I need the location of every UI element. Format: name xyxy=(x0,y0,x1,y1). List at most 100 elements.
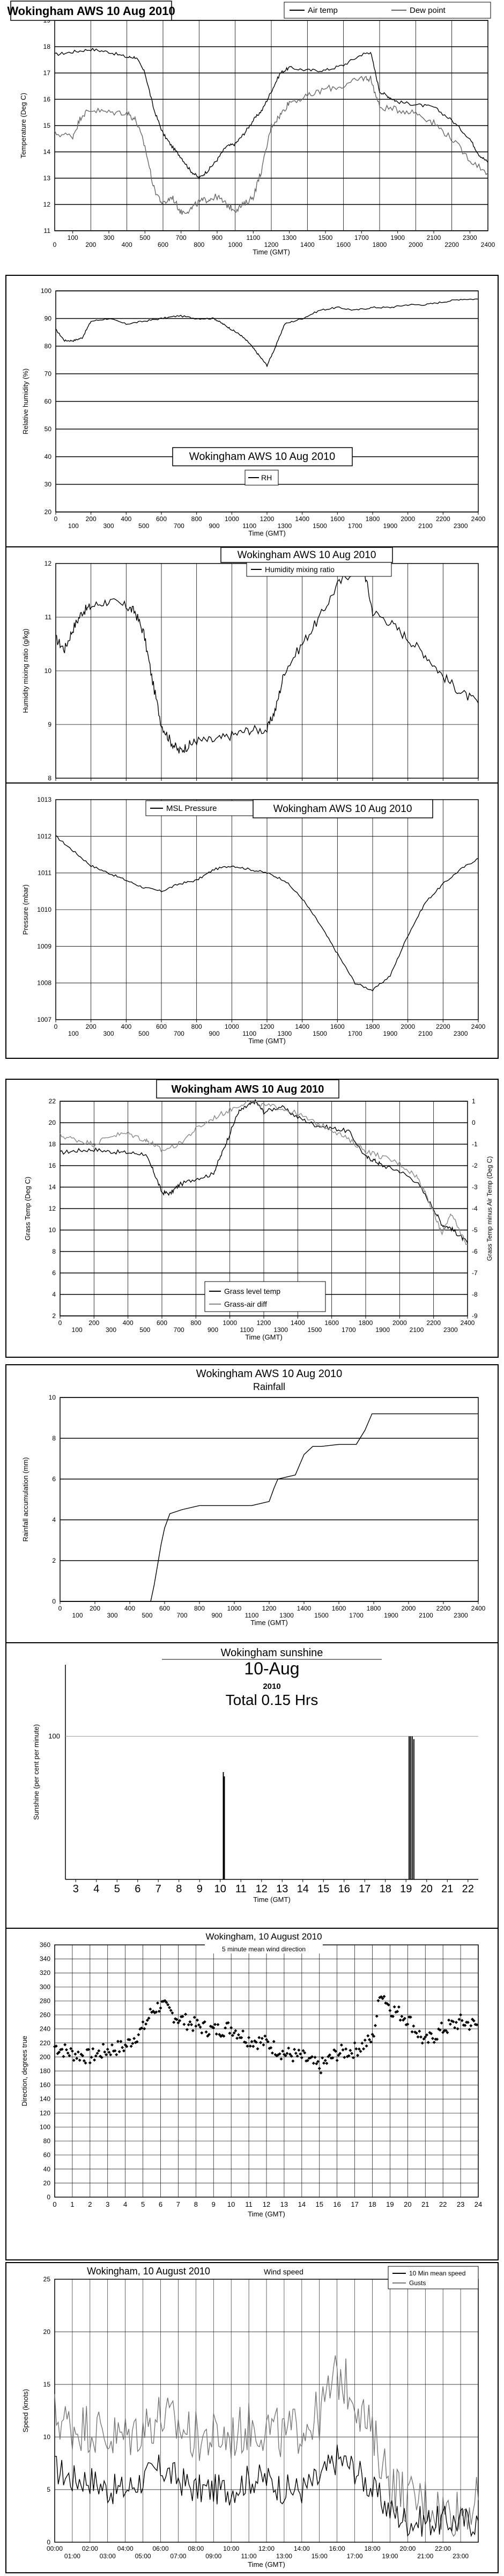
wind-dir-point xyxy=(337,2053,340,2057)
mixing-ytick: 9 xyxy=(48,721,51,728)
wind-dir-xtick: 11 xyxy=(245,2200,253,2208)
wind-dir-point xyxy=(379,1995,383,1999)
wind-direction-chart: 0204060801001201401601802002202402602803… xyxy=(20,1931,482,2218)
wind-dir-point xyxy=(416,2035,420,2039)
wind-speed-xlabel: Time (GMT) xyxy=(248,2560,285,2568)
rh-xtick: 0 xyxy=(54,515,58,523)
wind-dir-ytick: 360 xyxy=(40,1941,50,1949)
wind-dir-xtick: 18 xyxy=(368,2200,376,2208)
wind-dir-ytick: 300 xyxy=(40,1983,50,1990)
grass-xtick: 1900 xyxy=(375,1326,390,1334)
wind-dir-ytick: 260 xyxy=(40,2011,50,2019)
rain-ylabel: Rainfall accumulation (mm) xyxy=(21,1457,29,1542)
wind-dir-point xyxy=(210,2025,214,2029)
wind-dir-point xyxy=(60,2047,64,2051)
wind-speed-ytick: 0 xyxy=(47,2538,50,2546)
pressure-xtick: 800 xyxy=(191,1023,202,1030)
mixing-ytick: 8 xyxy=(48,774,51,782)
wind-dir-point xyxy=(351,2056,355,2060)
wind-dir-point xyxy=(317,2067,321,2070)
pressure-ytick: 1013 xyxy=(37,796,51,803)
sun-xtick: 3 xyxy=(73,1883,79,1895)
rain-xtick: 2000 xyxy=(402,1605,416,1612)
grass-xtick: 400 xyxy=(123,1319,134,1327)
wind-dir-point xyxy=(468,2028,471,2031)
rain-xtick: 2300 xyxy=(454,1612,468,1619)
rain-title: Wokingham AWS 10 Aug 2010 xyxy=(196,1368,342,1380)
wind-dir-point xyxy=(176,2021,180,2025)
wind-dir-point xyxy=(139,2026,143,2030)
wind-dir-point xyxy=(369,2040,373,2044)
wind-dir-point xyxy=(450,2019,454,2023)
wind-speed-xtick: 05:00 xyxy=(135,2552,151,2560)
wind-dir-point xyxy=(116,2039,120,2043)
pressure-xtick: 1200 xyxy=(260,1023,275,1030)
wind-dir-point xyxy=(300,2056,303,2060)
wind-dir-point xyxy=(232,2031,236,2035)
wind-dir-point xyxy=(368,2038,372,2041)
wind-dir-point xyxy=(366,2034,370,2038)
wind-dir-point xyxy=(422,2037,426,2041)
grass-series-1 xyxy=(60,1100,468,1246)
pressure-xtick: 300 xyxy=(103,1030,114,1037)
wind-dir-xtick: 6 xyxy=(159,2200,162,2208)
wind-dir-point xyxy=(357,2047,361,2051)
wind-dir-point xyxy=(203,2020,206,2024)
wind-dir-point xyxy=(178,2019,182,2023)
wind-dir-point xyxy=(435,2037,439,2041)
wind-dir-point xyxy=(62,2054,65,2058)
wind-dir-point xyxy=(87,2047,91,2051)
wind-dir-point xyxy=(157,2009,161,2013)
wind-dir-ytick: 40 xyxy=(43,2165,51,2173)
wind-dir-point xyxy=(396,2010,399,2014)
wind-speed-xtick: 14:00 xyxy=(294,2545,310,2552)
wind-dir-ytick: 120 xyxy=(40,2109,50,2117)
wind-dir-point xyxy=(122,2049,125,2053)
wind-dir-point xyxy=(333,2050,337,2053)
wind-dir-point xyxy=(154,2010,158,2014)
wind-dir-point xyxy=(375,2014,379,2018)
temp-xtick: 300 xyxy=(103,234,114,241)
wind-dir-point xyxy=(137,2033,140,2037)
wind-dir-point xyxy=(222,2034,226,2038)
wind-dir-point xyxy=(212,2026,216,2030)
grass-temp-panel: 2 4 6 8 10 12 14 16 18 20 22 -9 -8 -7 -6 -5 -4 -3 -2 -1 0 1 0 2… xyxy=(5,1079,499,1358)
grass-ytick: 12 xyxy=(49,1205,56,1212)
wind-dir-point xyxy=(315,2062,318,2066)
wind-dir-point xyxy=(113,2049,117,2053)
pressure-xtick: 1600 xyxy=(330,1023,345,1030)
wind-dir-point xyxy=(88,2061,92,2065)
grass-xlabel: Time (GMT) xyxy=(245,1333,283,1341)
temp-series-0 xyxy=(54,48,488,180)
grass-ytick: 14 xyxy=(49,1183,56,1191)
temp-title-box xyxy=(10,1,172,21)
wind-dir-point xyxy=(323,2059,327,2062)
wind-dir-point xyxy=(214,2032,218,2036)
grass-legend-label: Grass level temp xyxy=(224,1287,280,1296)
wind-dir-point xyxy=(400,2015,404,2018)
wind-dir-point xyxy=(428,2031,432,2035)
rh-ylabel: Relative humidity (%) xyxy=(21,369,29,435)
wind-dir-point xyxy=(447,2018,451,2022)
wind-dir-point xyxy=(322,2061,325,2065)
temp-xtick: 1900 xyxy=(390,234,405,241)
pressure-xtick: 700 xyxy=(174,1030,184,1037)
wind-speed-ytick: 10 xyxy=(43,2433,51,2441)
temp-xtick: 0 xyxy=(53,241,57,248)
rain-xtick: 300 xyxy=(107,1612,117,1619)
wind-dir-ytick: 320 xyxy=(40,1969,50,1977)
wind-dir-point xyxy=(190,2023,194,2026)
sunshine-panel: 100 3 4 5 6 7 8 9 10 11 12 13 14 15 16 17 18 19 20 21 22 Time… xyxy=(5,1642,499,1932)
rh-xtick: 2100 xyxy=(418,522,433,530)
rh-ytick: 30 xyxy=(45,481,52,488)
temp-ylabel: Temperature (Deg C) xyxy=(19,93,27,158)
wind-speed-xtick: 01:00 xyxy=(64,2552,80,2560)
wind-dir-point xyxy=(456,2027,459,2031)
pressure-xtick: 2000 xyxy=(401,1023,415,1030)
grass-ytick2: -8 xyxy=(472,1291,478,1298)
rain-xtick: 1500 xyxy=(314,1612,329,1619)
wind-dir-point xyxy=(388,2009,392,2012)
sun-xtick: 16 xyxy=(338,1883,350,1895)
pressure-xtick: 2300 xyxy=(454,1030,468,1037)
wind-dir-point xyxy=(263,2034,267,2038)
